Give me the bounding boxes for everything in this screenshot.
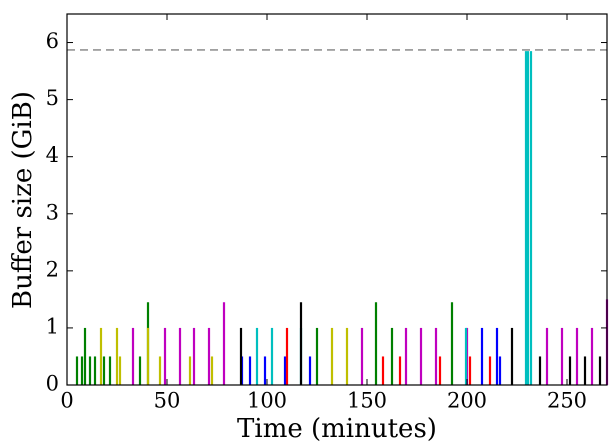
x-axis-label: Time (minutes) <box>237 414 437 444</box>
y-tick-label: 6 <box>46 29 59 53</box>
plot-frame <box>66 13 608 386</box>
y-axis-label: Buffer size (GiB) <box>8 91 38 309</box>
y-tick-label: 1 <box>46 314 59 338</box>
y-tick-label: 5 <box>46 86 59 110</box>
x-tick-label: 100 <box>247 389 287 413</box>
x-tick-label: 0 <box>60 389 73 413</box>
y-tick-label: 2 <box>46 257 59 281</box>
y-tick-label: 0 <box>46 372 59 396</box>
x-tick-label: 150 <box>347 389 387 413</box>
y-tick-label: 3 <box>46 200 59 224</box>
x-tick-label: 200 <box>447 389 487 413</box>
x-tick-label: 50 <box>154 389 181 413</box>
x-tick-label: 250 <box>547 389 587 413</box>
y-tick-label: 4 <box>46 143 59 167</box>
